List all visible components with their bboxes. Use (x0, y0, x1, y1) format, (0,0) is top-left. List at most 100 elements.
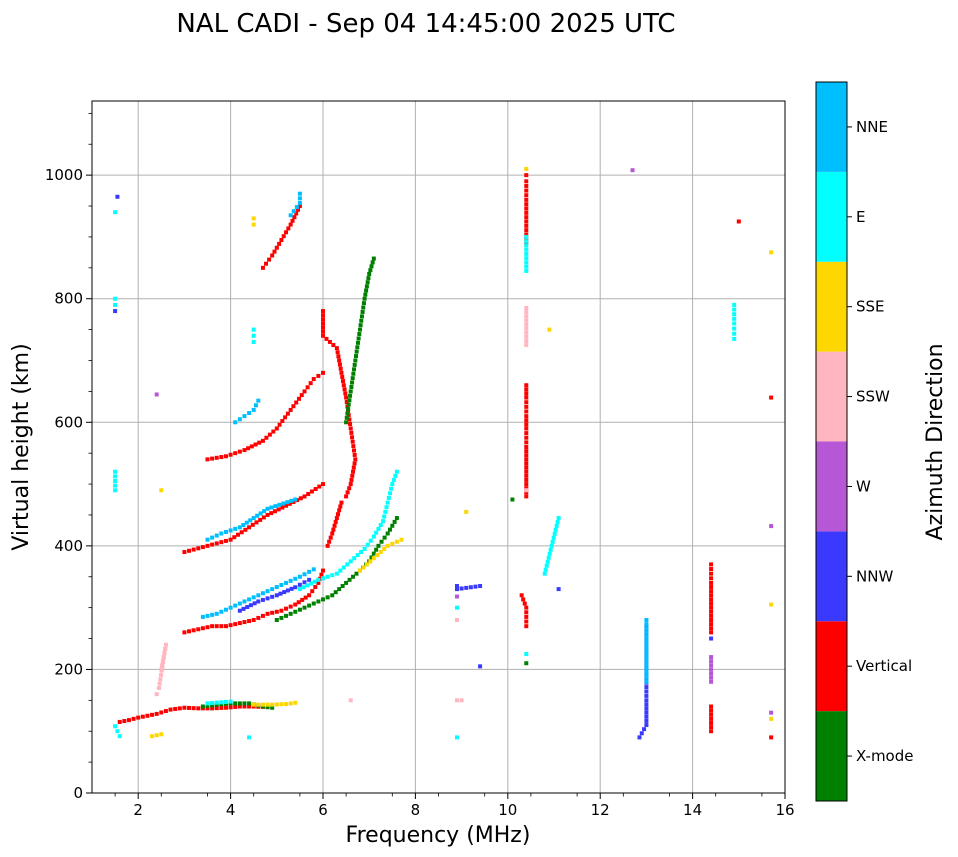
data-point (251, 222, 256, 227)
data-point (709, 609, 714, 614)
data-point (277, 502, 282, 507)
colorbar-frame (815, 81, 848, 802)
colorbar-segment (816, 171, 847, 262)
data-point (524, 457, 529, 462)
data-point (311, 601, 316, 606)
data-point (288, 578, 293, 583)
data-point (339, 370, 344, 375)
data-point (214, 533, 219, 538)
data-point (200, 614, 205, 619)
data-point (709, 716, 714, 721)
data-point (285, 411, 290, 416)
data-point (524, 469, 529, 474)
data-point (330, 573, 335, 578)
data-point (364, 562, 369, 567)
data-point (269, 511, 274, 516)
data-point (161, 660, 166, 665)
data-point (337, 587, 342, 592)
data-point (347, 417, 352, 422)
data-point (351, 444, 356, 449)
x-tick-label: 4 (226, 801, 236, 819)
data-point (321, 329, 325, 334)
data-point (370, 260, 375, 265)
col-15-e (732, 302, 737, 341)
data-point (350, 376, 355, 381)
data-point (524, 322, 529, 327)
y-axis-ticks: 0 200 400 600 800 1000 (45, 112, 92, 802)
data-point (219, 609, 224, 614)
data-point (253, 442, 258, 447)
data-point (113, 488, 118, 493)
data-point (359, 550, 364, 555)
data-point (378, 523, 383, 528)
data-point (250, 522, 255, 527)
y-axis-label: Virtual height (km) (9, 343, 34, 550)
colorbar-tick-label: NNW (856, 567, 893, 585)
data-point (269, 505, 274, 510)
data-point (524, 188, 529, 193)
data-point (769, 602, 774, 607)
data-point (394, 469, 399, 474)
data-point (709, 613, 714, 618)
data-point (348, 426, 353, 431)
data-point (644, 626, 649, 631)
data-point (524, 387, 529, 392)
data-point (709, 663, 714, 668)
data-point (270, 587, 275, 592)
data-point (385, 531, 390, 536)
data-point (321, 370, 325, 375)
data-point (524, 431, 529, 436)
data-point (352, 452, 357, 457)
data-point (362, 546, 367, 551)
data-point (210, 535, 215, 540)
data-point (210, 624, 215, 629)
data-point (386, 495, 391, 500)
plot-frame (91, 100, 786, 794)
data-point (352, 362, 357, 367)
data-point (242, 448, 247, 453)
data-point (385, 543, 390, 548)
data-point (352, 367, 357, 372)
data-point (163, 647, 168, 652)
data-point (348, 559, 353, 564)
data-point (639, 731, 644, 736)
data-point (524, 465, 529, 470)
data-point (246, 446, 251, 451)
data-point (524, 173, 529, 178)
data-point (294, 211, 299, 216)
data-point (334, 516, 339, 521)
data-point (311, 377, 316, 382)
y-tick-label: 600 (54, 413, 83, 431)
data-point (369, 555, 374, 560)
data-point (547, 327, 552, 332)
data-point (232, 535, 237, 540)
data-point (350, 435, 355, 440)
data-point (168, 707, 173, 712)
data-point (260, 613, 265, 618)
data-point (287, 501, 292, 506)
data-point (371, 551, 376, 556)
data-point (644, 650, 649, 655)
data-point (348, 393, 353, 398)
data-point (709, 729, 714, 734)
data-point (644, 679, 649, 684)
data-point (267, 257, 272, 262)
data-point (524, 477, 529, 482)
data-point (548, 547, 553, 552)
data-point (353, 457, 358, 462)
colorbar-segment (816, 261, 847, 352)
data-point (265, 705, 270, 710)
data-point (524, 619, 529, 624)
data-point (709, 667, 714, 672)
data-point (205, 706, 210, 711)
data-point (256, 398, 261, 403)
data-point (359, 318, 364, 323)
data-point (340, 584, 345, 589)
data-point (524, 223, 529, 228)
data-point (309, 489, 314, 494)
data-point (524, 260, 529, 265)
data-point (361, 301, 366, 306)
colorbar-tick-label: NNE (856, 118, 888, 136)
data-point (182, 550, 187, 555)
data-point (732, 331, 737, 336)
